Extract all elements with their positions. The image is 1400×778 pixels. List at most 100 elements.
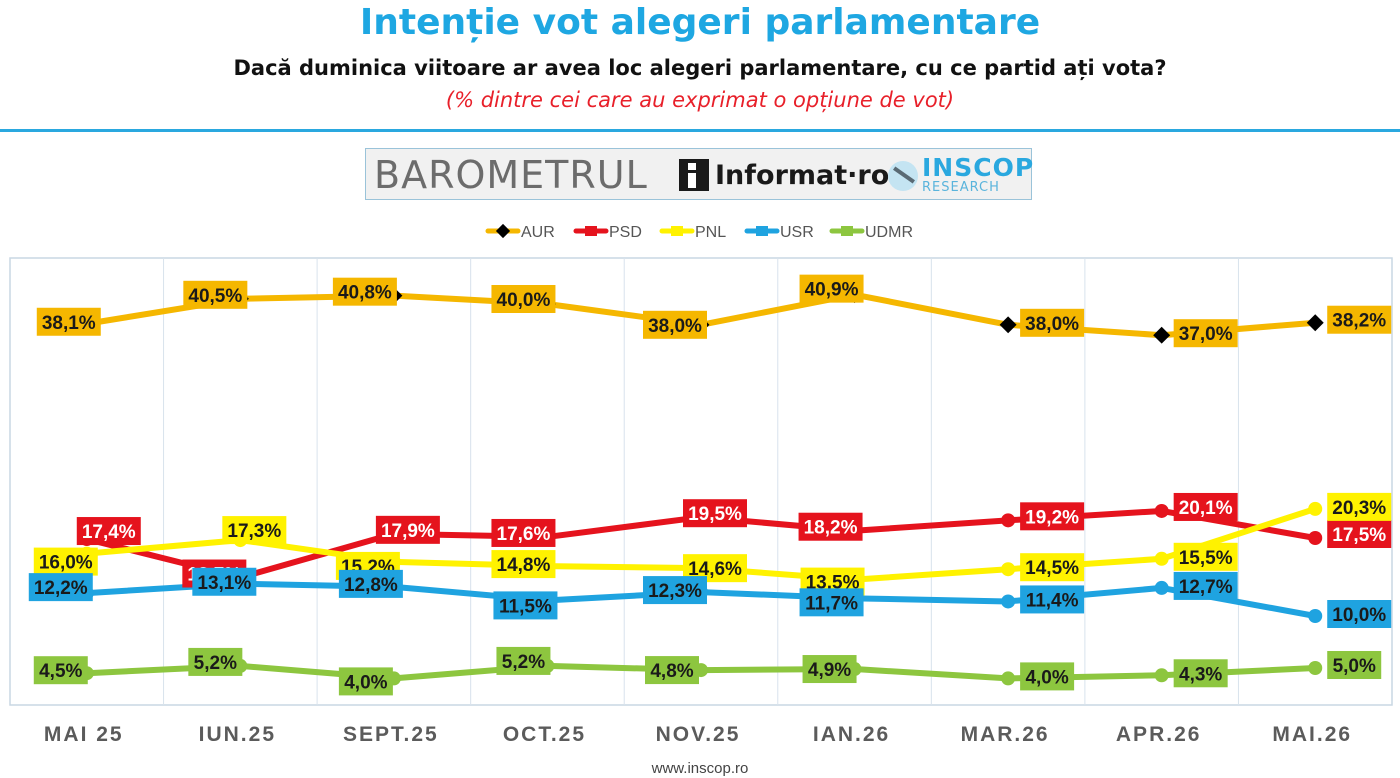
data-label-text: 17,4%	[82, 522, 136, 543]
data-label-aur: 38,2%	[1327, 305, 1392, 334]
legend-swatch-marker	[585, 226, 597, 236]
data-label-text: 15,5%	[1179, 548, 1233, 569]
legend-label: UDMR	[865, 224, 913, 241]
data-label-box	[1327, 651, 1382, 679]
x-tick-label: IAN.26	[813, 723, 890, 746]
data-label-pnl: 15,5%	[1173, 542, 1238, 571]
point-marker-usr	[1154, 580, 1169, 595]
data-label-aur: 38,0%	[643, 310, 707, 339]
data-label-box	[1327, 305, 1392, 334]
data-label-text: 5,0%	[1333, 656, 1376, 677]
data-label-usr: 11,4%	[1020, 585, 1085, 614]
data-label-psd: 17,4%	[76, 517, 141, 546]
data-label-text: 4,9%	[808, 660, 851, 681]
data-label-udmr: 5,0%	[1327, 651, 1382, 679]
point-marker-pnl	[1154, 551, 1169, 566]
x-tick-label: MAI.26	[1272, 723, 1352, 746]
x-tick-label: MAI 25	[44, 723, 124, 746]
data-label-aur: 38,1%	[36, 307, 101, 336]
data-label-box	[491, 550, 556, 579]
data-label-text: 11,5%	[499, 596, 552, 617]
data-label-box	[1020, 662, 1075, 691]
data-label-usr: 12,3%	[643, 576, 707, 605]
data-label-text: 38,0%	[648, 316, 702, 337]
data-label-box	[1173, 319, 1238, 348]
data-label-text: 4,3%	[1179, 664, 1222, 685]
data-label-box	[643, 576, 707, 605]
data-label-box	[1173, 571, 1238, 600]
x-tick-label: OCT.25	[503, 723, 586, 746]
data-label-box	[76, 517, 141, 546]
data-label-box	[1020, 308, 1085, 337]
data-label-box	[1173, 659, 1228, 688]
sponsor-banner: BAROMETRUL Informat·ro INSCOP RESEARCH	[365, 148, 1033, 200]
data-label-text: 17,5%	[1332, 525, 1386, 546]
data-label-udmr: 4,3%	[1173, 659, 1228, 688]
point-marker-udmr	[1001, 671, 1016, 686]
data-label-box	[1327, 600, 1392, 628]
data-label-text: 14,6%	[688, 559, 742, 580]
point-marker-usr	[1308, 609, 1323, 623]
legend-swatch-marker	[756, 226, 768, 236]
data-label-text: 37,0%	[1179, 324, 1233, 345]
data-label-usr: 11,7%	[799, 588, 864, 617]
data-label-psd: 19,2%	[1020, 502, 1085, 531]
data-label-usr: 12,2%	[28, 573, 93, 602]
data-label-box	[491, 285, 556, 313]
data-label-udmr: 4,8%	[645, 656, 699, 685]
x-tick-label: IUN.25	[199, 723, 276, 746]
legend-label: AUR	[521, 224, 555, 241]
data-label-text: 38,2%	[1332, 311, 1386, 332]
legend-item-psd: PSD	[573, 224, 642, 241]
chart-subtitle: Dacă duminica viitoare ar avea loc alege…	[233, 56, 1167, 80]
data-label-psd: 20,1%	[1173, 492, 1238, 521]
data-label-pnl: 16,0%	[33, 547, 98, 576]
data-label-psd: 17,9%	[375, 515, 440, 544]
data-label-pnl: 14,5%	[1020, 553, 1085, 582]
legend-swatch-marker	[671, 226, 683, 236]
data-label-box	[491, 518, 556, 547]
x-tick-label: APR.26	[1116, 723, 1202, 746]
point-marker-aur	[999, 316, 1017, 334]
point-marker-psd	[1308, 531, 1323, 545]
data-label-udmr: 4,5%	[33, 656, 88, 685]
data-label-text: 4,0%	[1025, 667, 1068, 688]
data-label-text: 14,5%	[1025, 558, 1079, 579]
data-label-text: 4,8%	[650, 661, 693, 682]
x-tick-label: NOV.25	[656, 723, 741, 746]
data-label-box	[1020, 553, 1085, 582]
informat-i-icon	[679, 159, 709, 191]
informat-logo-text: Informat·ro	[715, 159, 890, 191]
data-label-text: 18,2%	[804, 518, 858, 539]
data-label-text: 40,0%	[497, 290, 551, 311]
data-label-aur: 40,9%	[799, 274, 864, 303]
data-label-box	[645, 656, 699, 685]
data-label-usr: 12,7%	[1173, 571, 1238, 600]
data-label-text: 38,1%	[42, 313, 96, 334]
data-label-box	[1327, 492, 1392, 521]
data-label-text: 4,0%	[344, 672, 387, 693]
data-label-box	[799, 274, 864, 303]
data-label-box	[28, 573, 93, 602]
data-label-text: 11,4%	[1026, 590, 1079, 611]
data-label-udmr: 4,0%	[338, 667, 393, 696]
data-label-text: 11,7%	[805, 593, 858, 614]
data-label-text: 13,1%	[197, 573, 251, 594]
data-label-aur: 40,8%	[332, 277, 397, 306]
data-label-text: 17,3%	[227, 521, 281, 542]
barometrul-logo-text: BAROMETRUL	[374, 153, 648, 197]
legend-item-pnl: PNL	[659, 224, 726, 241]
data-label-box	[332, 277, 397, 306]
data-label-text: 40,9%	[805, 280, 859, 301]
data-label-box	[496, 646, 551, 675]
data-label-text: 4,5%	[39, 661, 82, 682]
data-label-box	[338, 569, 403, 598]
data-label-box	[683, 499, 747, 528]
footer-url: www.inscop.ro	[651, 760, 749, 777]
data-label-text: 38,0%	[1025, 314, 1079, 335]
point-marker-psd	[1001, 513, 1016, 528]
data-label-box	[798, 512, 863, 541]
point-marker-udmr	[1154, 668, 1169, 683]
data-label-psd: 18,2%	[798, 512, 863, 541]
